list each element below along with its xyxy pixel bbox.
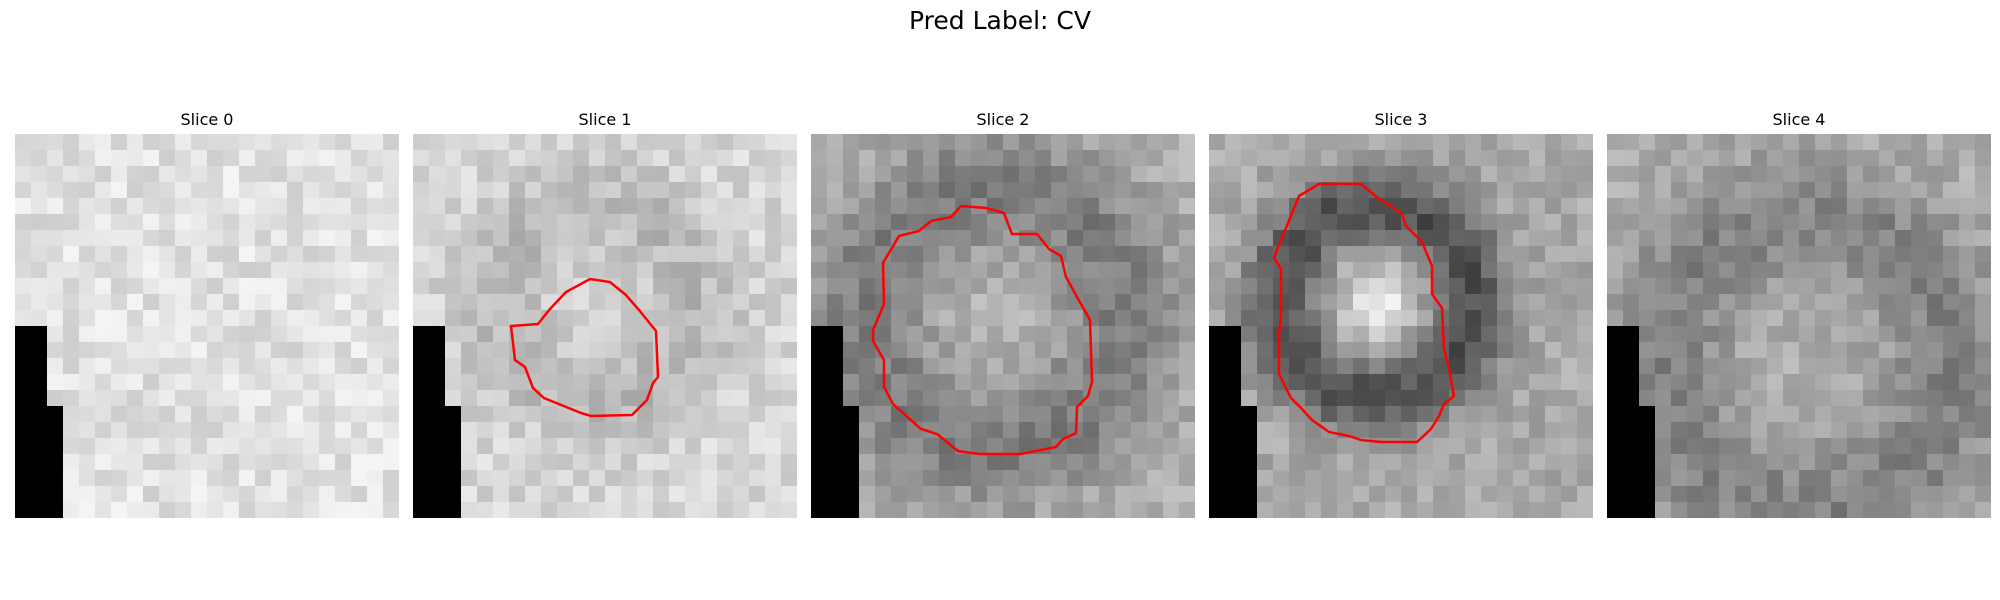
- slice-title: Slice 4: [1772, 110, 1826, 129]
- slice-panel-0: Slice 0: [15, 110, 399, 518]
- slice-image: [1607, 134, 1991, 518]
- slice-image: [15, 134, 399, 518]
- slice-title: Slice 0: [180, 110, 234, 129]
- slice-panel-1: Slice 1: [413, 110, 797, 518]
- segmentation-contour: [871, 204, 1094, 456]
- slice-image: [811, 134, 1195, 518]
- slice-title: Slice 1: [578, 110, 632, 129]
- slice-panel-4: Slice 4: [1607, 110, 1991, 518]
- figure-title: Pred Label: CV: [909, 6, 1091, 35]
- slice-image: [1209, 134, 1593, 518]
- slice-0-image: [15, 134, 399, 518]
- slice-4-image: [1607, 134, 1991, 518]
- slice-1-image: [413, 134, 797, 518]
- slice-panel-2: Slice 2: [811, 110, 1195, 518]
- segmentation-contour: [509, 277, 660, 418]
- segmentation-contour: [1272, 182, 1456, 444]
- slice-title: Slice 2: [976, 110, 1030, 129]
- slice-image: [413, 134, 797, 518]
- slice-panel-3: Slice 3: [1209, 110, 1593, 518]
- slice-3-image: [1209, 134, 1593, 518]
- slice-title: Slice 3: [1374, 110, 1428, 129]
